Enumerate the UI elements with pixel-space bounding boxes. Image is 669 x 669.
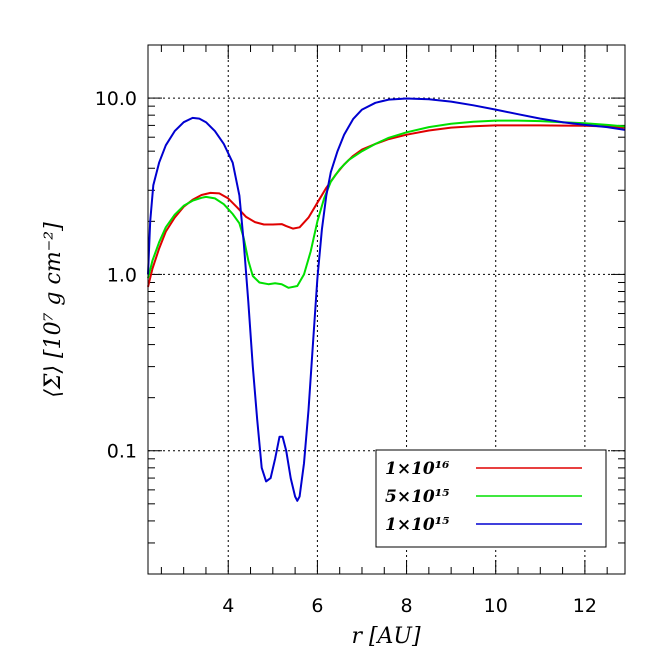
plot-frame [147,44,626,575]
series-lines [147,97,626,502]
x-tick-label: 12 [573,595,597,617]
legend: 1×10¹⁶ 5×10¹⁵ 1×10¹⁵ [375,449,607,548]
series-line [147,119,626,289]
legend-label: 1×10¹⁵ [385,515,450,535]
y-axis-label: ⟨Σ⟩ [10⁷ g cm⁻²] [41,222,66,398]
legend-box [375,449,607,548]
x-tick-label: 6 [311,595,323,617]
major-ticks [148,45,625,574]
legend-label: 1×10¹⁶ [385,459,450,479]
y-tick-label: 0.1 [107,441,137,463]
x-tick-label: 8 [401,595,413,617]
x-axis-label: r [AU] [351,624,421,649]
series-line [147,124,626,288]
tick-labels: 4 6 8 10 12 0.1 1.0 10.0 [95,88,597,617]
legend-label: 5×10¹⁵ [385,487,450,507]
y-tick-label: 1.0 [107,264,137,286]
series-line [147,97,626,502]
x-tick-label: 10 [484,595,508,617]
x-tick-label: 4 [222,595,234,617]
y-tick-label: 10.0 [95,88,137,110]
